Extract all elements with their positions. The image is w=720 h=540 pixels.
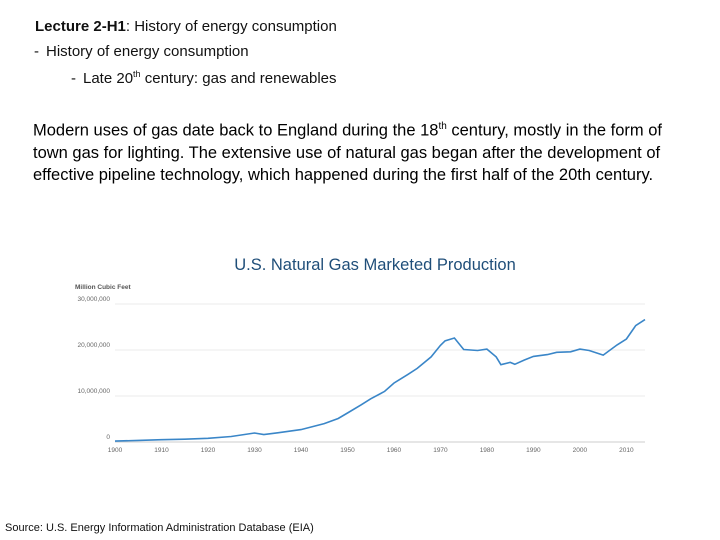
series-line: [114, 318, 646, 442]
grid-layer: [115, 303, 645, 443]
source-citation: Source: U.S. Energy Information Administ…: [5, 522, 314, 534]
bullet-level-2-text-post: century: gas and renewables: [140, 70, 337, 87]
bullet-level-1: - History of energy consumption: [34, 43, 249, 60]
x-tick-label: 1900: [108, 447, 123, 454]
bullet-level-2-sup: th: [133, 69, 141, 79]
chart-title: U.S. Natural Gas Marketed Production: [234, 256, 516, 274]
body-text-part1: Modern uses of gas date back to England …: [33, 121, 439, 140]
x-tick-layer: 1900 1910 1920 1930 1940 1950 1960 1970 1980 1990…: [108, 447, 634, 454]
x-tick-label: 2010: [619, 447, 634, 454]
y-tick-label: 0: [106, 434, 110, 441]
x-tick-label: 2000: [573, 447, 588, 454]
production-line-chart: Million Cubic Feet 0 10,000,000 20,000,000…: [75, 284, 646, 454]
x-tick-label: 1990: [526, 447, 541, 454]
y-tick-layer: 0 10,000,000 20,000,000 30,000,000: [77, 296, 110, 441]
x-tick-label: 1980: [480, 447, 495, 454]
body-text-sup: th: [438, 121, 447, 132]
bullet-level-2-text-pre: Late 20: [83, 70, 134, 87]
x-tick-label: 1970: [433, 447, 448, 454]
x-tick-label: 1950: [340, 447, 355, 454]
y-axis-unit-label: Million Cubic Feet: [75, 284, 131, 291]
bullet-level-1-text: History of energy consumption: [46, 43, 249, 60]
x-tick-label: 1930: [247, 447, 262, 454]
bullet-level-2: - Late 20th century: gas and renewables: [71, 69, 337, 87]
lecture-id: Lecture 2-H1: [35, 18, 126, 35]
bullet-dash: -: [71, 70, 76, 87]
lecture-topic: : History of energy consumption: [125, 18, 337, 35]
body-text-part2: century, mostly in the form of town gas …: [33, 121, 662, 184]
body-paragraph: Modern uses of gas date back to England …: [33, 116, 693, 186]
x-tick-label: 1940: [294, 447, 309, 454]
x-tick-label: 1920: [201, 447, 216, 454]
bullet-dash: -: [34, 43, 39, 60]
x-tick-label: 1960: [387, 447, 402, 454]
y-tick-label: 10,000,000: [77, 388, 110, 395]
x-tick-label: 1910: [154, 447, 169, 454]
slide-header: Lecture 2-H1: History of energy consumpt…: [35, 18, 337, 35]
y-tick-label: 30,000,000: [77, 296, 110, 303]
y-tick-label: 20,000,000: [77, 342, 110, 349]
